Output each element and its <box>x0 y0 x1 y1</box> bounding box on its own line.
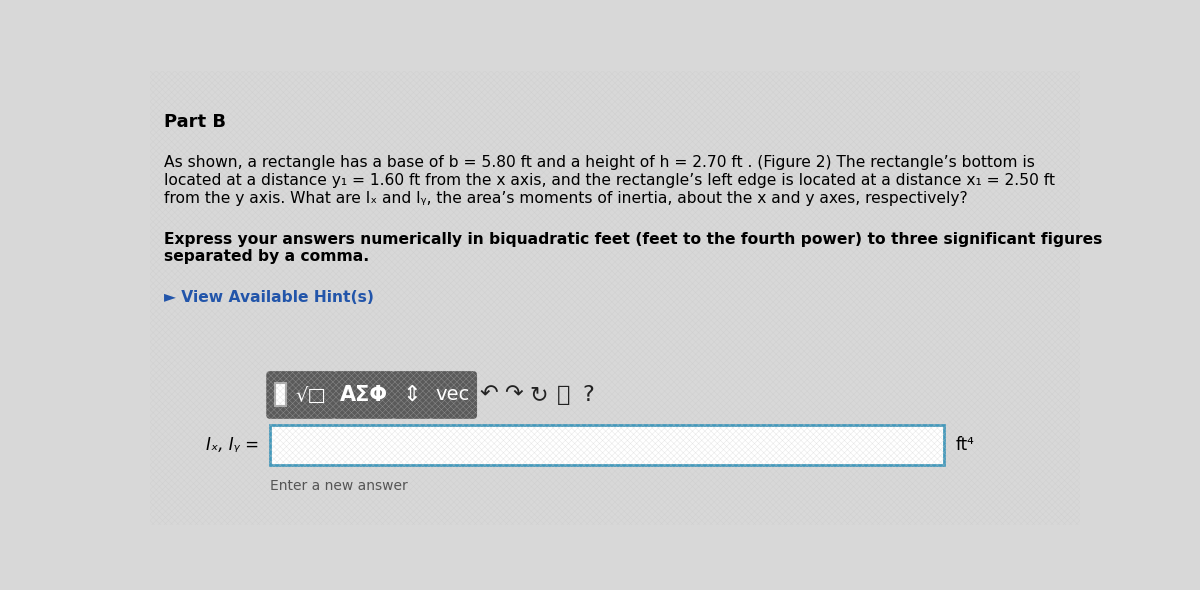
Text: ⌸: ⌸ <box>557 385 570 405</box>
Text: separated by a comma.: separated by a comma. <box>164 250 370 264</box>
Text: ↷: ↷ <box>504 385 523 405</box>
Text: located at a distance y₁ = 1.60 ft from the x axis, and the rectangle’s left edg: located at a distance y₁ = 1.60 ft from … <box>164 173 1055 188</box>
Text: ► View Available Hint(s): ► View Available Hint(s) <box>164 290 374 305</box>
Text: ΑΣΦ: ΑΣΦ <box>340 385 388 405</box>
Text: √□: √□ <box>295 385 326 405</box>
FancyBboxPatch shape <box>391 371 432 419</box>
FancyBboxPatch shape <box>266 371 336 419</box>
Text: Part B: Part B <box>164 113 226 131</box>
Text: Enter a new answer: Enter a new answer <box>270 479 408 493</box>
Text: Iₓ, Iᵧ =: Iₓ, Iᵧ = <box>205 436 258 454</box>
FancyBboxPatch shape <box>430 371 478 419</box>
Text: from the y axis. What are Iₓ and Iᵧ, the area’s moments of inertia, about the x : from the y axis. What are Iₓ and Iᵧ, the… <box>164 191 967 206</box>
Text: ?: ? <box>582 385 594 405</box>
Text: Express your answers numerically in biquadratic feet (feet to the fourth power) : Express your answers numerically in biqu… <box>164 232 1103 247</box>
FancyBboxPatch shape <box>332 371 395 419</box>
Text: ⇕: ⇕ <box>403 385 421 405</box>
Text: ↻: ↻ <box>529 385 547 405</box>
Text: As shown, a rectangle has a base of b = 5.80 ft and a height of h = 2.70 ft . (F: As shown, a rectangle has a base of b = … <box>164 156 1034 171</box>
Bar <box>270 425 944 465</box>
Text: ↶: ↶ <box>479 385 498 405</box>
Text: vec: vec <box>436 385 470 405</box>
Text: ft⁴: ft⁴ <box>956 436 974 454</box>
FancyBboxPatch shape <box>275 383 287 406</box>
